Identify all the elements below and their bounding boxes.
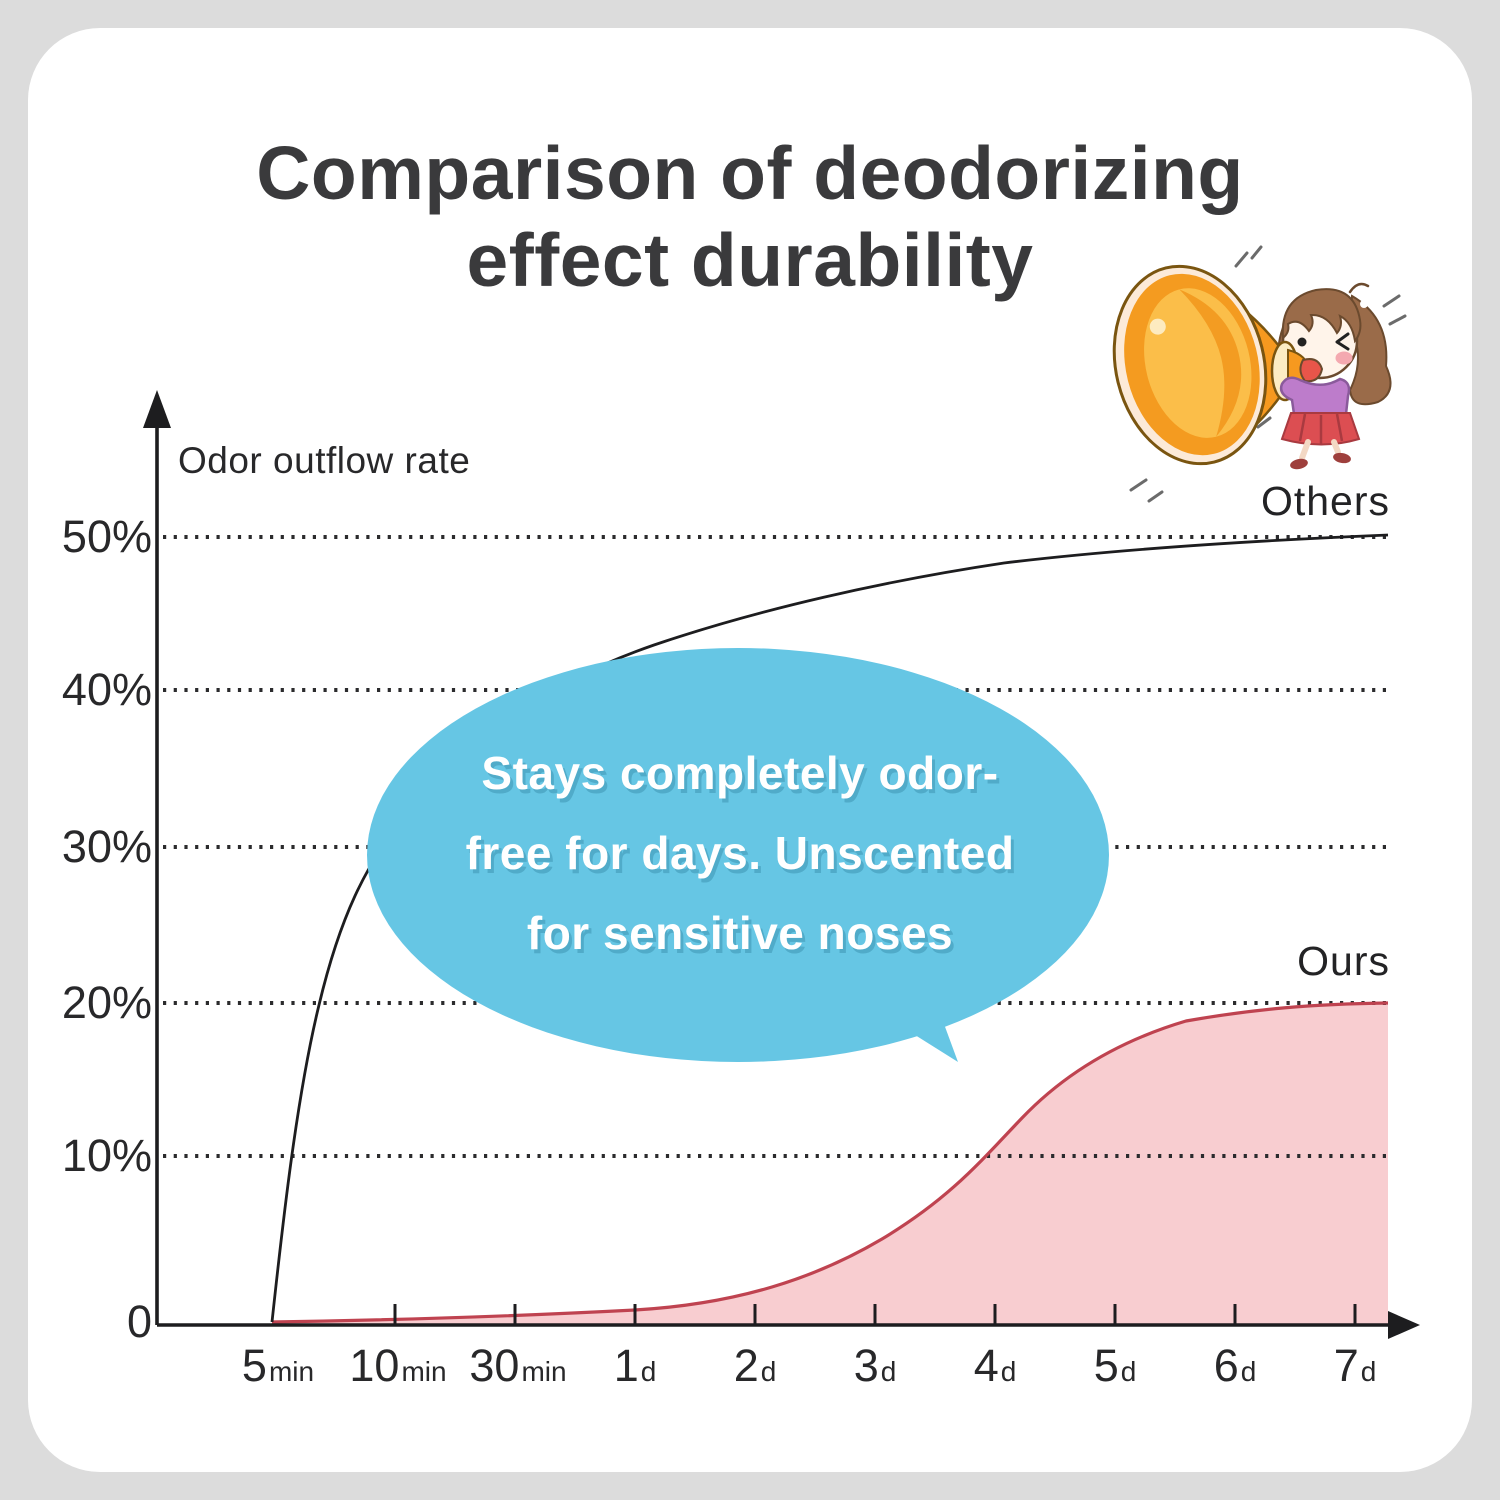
girl-shoe-left	[1290, 458, 1308, 470]
megaphone-bell	[1112, 264, 1268, 466]
x-tick-value: 5	[241, 1340, 267, 1391]
girl-sweater	[1279, 376, 1351, 420]
x-tick-10min: 10 min	[310, 1340, 486, 1392]
bubble-line-2: free for days. Unscented	[465, 827, 1015, 879]
girl-megaphone-illustration	[1112, 245, 1407, 503]
x-tick-unit: min	[401, 1356, 447, 1387]
x-tick-value: 3	[853, 1340, 879, 1391]
x-tick-value: 6	[1213, 1340, 1239, 1391]
x-tick-value: 5	[1093, 1340, 1119, 1391]
y-tick-10: 10%	[61, 1130, 152, 1181]
x-tick-value: 2	[733, 1340, 759, 1391]
x-tick-unit: d	[880, 1356, 897, 1387]
girl-eye-left	[1297, 337, 1307, 347]
others-series-label: Others	[1260, 478, 1390, 524]
girl-blush-right	[1335, 351, 1353, 365]
ours-area-fill	[272, 1003, 1388, 1325]
axes	[155, 415, 1396, 1327]
title-line-1: Comparison of deodorizing	[256, 131, 1244, 215]
girl-shoe-right	[1333, 452, 1351, 464]
x-axis-ticks	[393, 1304, 1357, 1325]
y-tick-20: 20%	[61, 977, 152, 1028]
girl-hair-shine	[1360, 300, 1368, 308]
y-tick-30: 30%	[61, 821, 152, 872]
bubble-line-1: Stays completely odor-	[481, 747, 999, 799]
x-tick-unit: d	[640, 1356, 657, 1387]
y-axis-arrow	[143, 390, 171, 428]
x-tick-unit: d	[1120, 1356, 1137, 1387]
girl-skirt-pleats	[1298, 413, 1344, 444]
girl-hair-strand	[1348, 282, 1370, 294]
x-tick-value: 30	[469, 1340, 520, 1391]
x-tick-30min: 30 min	[430, 1340, 606, 1392]
x-tick-value: 7	[1333, 1340, 1359, 1391]
x-axis-arrow	[1388, 1311, 1420, 1339]
girl-legs	[1299, 439, 1341, 461]
y-tick-0: 0	[126, 1296, 152, 1347]
x-tick-value: 1	[613, 1340, 639, 1391]
x-tick-unit: d	[760, 1356, 777, 1387]
speech-bubble	[367, 648, 1109, 1062]
x-tick-value: 10	[349, 1340, 400, 1391]
ours-curve	[271, 1001, 1389, 1324]
ours-series-label: Ours	[1297, 938, 1390, 984]
girl-eye-wink	[1335, 332, 1350, 351]
x-tick-unit: d	[1360, 1356, 1377, 1387]
x-tick-unit: min	[268, 1356, 315, 1387]
x-tick-unit: d	[1000, 1356, 1017, 1387]
y-axis-label: Odor outflow rate	[178, 440, 471, 481]
title-line-2: effect durability	[466, 218, 1034, 302]
bubble-line-3: for sensitive noses	[526, 907, 954, 959]
speech-bubble-body	[367, 648, 1109, 1062]
y-tick-50: 50%	[61, 511, 152, 562]
girl-mouth	[1299, 358, 1324, 383]
x-tick-unit: min	[521, 1356, 567, 1387]
x-tick-5min: 5 min	[190, 1340, 366, 1392]
annotation-bubble-text: Stays completely odor- free for days. Un…	[418, 733, 1062, 973]
y-tick-40: 40%	[61, 664, 152, 715]
x-tick-value: 4	[973, 1340, 999, 1391]
girl-bangs	[1281, 288, 1362, 344]
x-tick-unit: d	[1240, 1356, 1257, 1387]
motion-lines	[1129, 245, 1407, 503]
page-title: Comparison of deodorizing effect durabil…	[0, 130, 1500, 304]
